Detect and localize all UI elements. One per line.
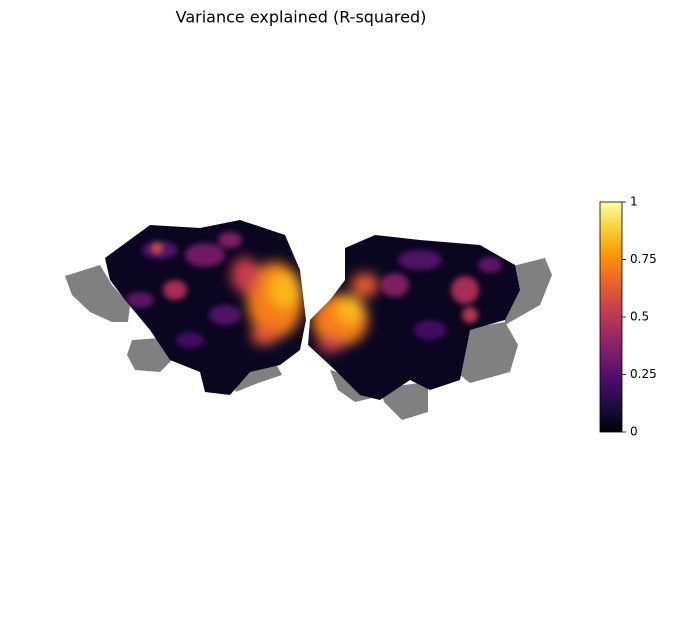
colorbar-tick-label: 0.5	[630, 310, 649, 324]
colorbar: 0 0.25 0.5 0.75 1	[599, 195, 657, 439]
colorbar-tick-label: 1	[630, 195, 638, 209]
colorbar-tick-label: 0.25	[630, 367, 657, 381]
cortex-background	[127, 338, 172, 372]
cortex-background	[460, 322, 518, 383]
chart-title: Variance explained (R-squared)	[176, 8, 427, 27]
cortex-background	[65, 265, 130, 322]
right-hemisphere	[308, 235, 520, 400]
flatmap	[65, 220, 552, 420]
colorbar-tick-label: 0.75	[630, 252, 657, 266]
colorbar-tick-label: 0	[630, 425, 638, 439]
colorbar-scale	[599, 201, 623, 433]
